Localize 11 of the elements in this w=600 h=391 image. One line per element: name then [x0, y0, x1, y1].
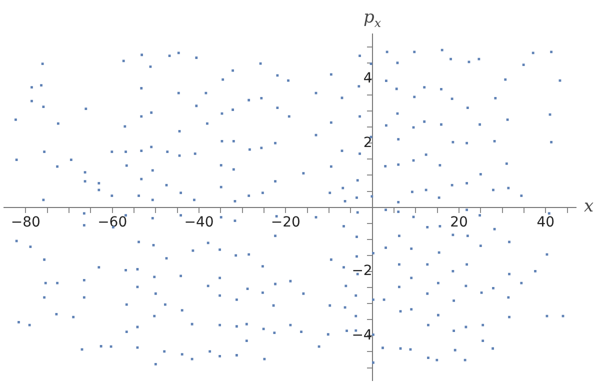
- x-axis-title: x: [584, 196, 594, 217]
- x-tick-label: −20: [270, 214, 300, 230]
- y-tick-label: −2: [352, 263, 372, 280]
- y-tick-label: 2: [363, 134, 372, 151]
- x-tick-label: −80: [10, 214, 40, 230]
- x-tick-label: 40: [536, 214, 555, 230]
- y-tick-label: 4: [363, 70, 372, 87]
- x-tick-label: −40: [184, 214, 214, 230]
- x-tick-label: 20: [450, 214, 468, 230]
- y-tick-label: −4: [352, 327, 372, 344]
- x-tick-label: −60: [98, 214, 128, 230]
